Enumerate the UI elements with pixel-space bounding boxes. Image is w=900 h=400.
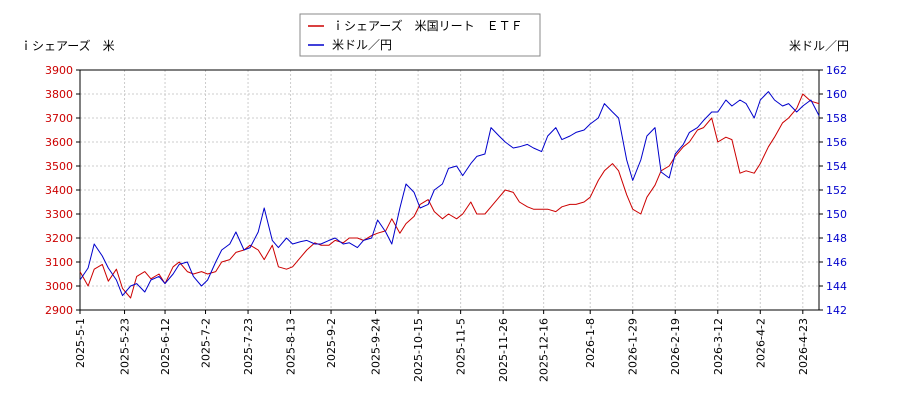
x-tick-label: 2025-6-12 [159, 318, 172, 375]
left-tick-label: 3300 [45, 208, 73, 221]
x-tick-label: 2026-4-23 [797, 318, 810, 375]
x-tick-label: 2025-12-16 [538, 318, 551, 382]
right-tick-label: 154 [826, 160, 847, 173]
right-tick-label: 144 [826, 280, 847, 293]
left-tick-label: 3400 [45, 184, 73, 197]
legend-label-usdjpy: 米ドル／円 [332, 38, 392, 52]
left-tick-label: 3700 [45, 112, 73, 125]
right-tick-label: 148 [826, 232, 847, 245]
right-tick-label: 142 [826, 304, 847, 317]
x-tick-label: 2025-7-23 [242, 318, 255, 375]
left-axis: 2900 3000 3100 3200 3300 3400 3500 3600 3700 3800… [45, 64, 80, 317]
series-layer [79, 91, 820, 299]
x-tick-label: 2025-10-15 [412, 318, 425, 382]
series-line-reit-etf [79, 93, 820, 299]
right-tick-label: 156 [826, 136, 847, 149]
series-line-usdjpy [79, 91, 820, 297]
x-tick-label: 2025-11-26 [497, 318, 510, 382]
x-tick-label: 2025-9-2 [325, 318, 338, 368]
left-tick-label: 3000 [45, 280, 73, 293]
x-tick-label: 2025-7-2 [200, 318, 213, 368]
right-axis-label: 米ドル／円 [789, 39, 849, 53]
right-tick-label: 150 [826, 208, 847, 221]
x-axis: 2025-5-1 2025-5-23 2025-6-12 2025-7-2 2025-7… [74, 310, 810, 382]
right-tick-label: 152 [826, 184, 847, 197]
x-tick-label: 2026-1-8 [584, 318, 597, 368]
legend: ｉシェアーズ 米国リート ＥＴＦ 米ドル／円 [299, 13, 541, 57]
x-tick-label: 2025-11-5 [455, 318, 468, 375]
legend-label-reit: ｉシェアーズ 米国リート ＥＴＦ [332, 18, 523, 33]
legend-box [299, 13, 541, 57]
x-tick-label: 2025-5-1 [74, 318, 87, 368]
x-tick-label: 2026-3-12 [712, 318, 725, 375]
right-axis: 142 144 146 148 150 152 154 156 158 160 162 [819, 64, 847, 317]
right-tick-label: 146 [826, 256, 847, 269]
left-tick-label: 2900 [45, 304, 73, 317]
x-tick-label: 2025-8-13 [285, 318, 298, 375]
x-tick-label: 2026-2-19 [669, 318, 682, 375]
right-tick-label: 160 [826, 88, 847, 101]
left-tick-label: 3600 [45, 136, 73, 149]
x-tick-label: 2025-5-23 [119, 318, 132, 375]
left-tick-label: 3900 [45, 64, 73, 77]
left-tick-label: 3200 [45, 232, 73, 245]
left-tick-label: 3500 [45, 160, 73, 173]
x-tick-label: 2025-9-24 [370, 318, 383, 375]
left-tick-label: 3100 [45, 256, 73, 269]
right-tick-label: 158 [826, 112, 847, 125]
x-tick-label: 2026-1-29 [627, 318, 640, 375]
left-tick-label: 3800 [45, 88, 73, 101]
x-tick-label: 2026-4-2 [754, 318, 767, 368]
left-axis-label: ｉシェアーズ 米 [20, 38, 115, 53]
right-tick-label: 162 [826, 64, 847, 77]
grid-lines [80, 70, 819, 310]
